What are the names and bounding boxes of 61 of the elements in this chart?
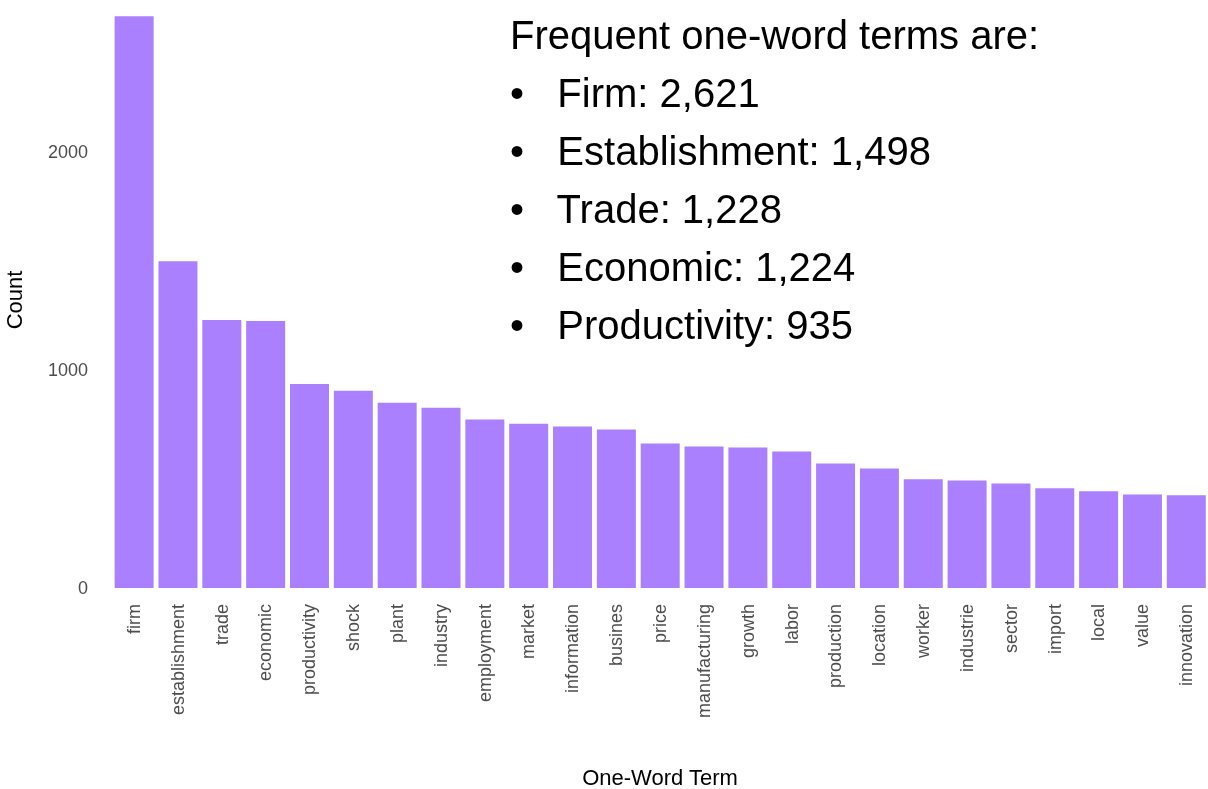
annotation: • Trade: 1,228 [510,186,783,233]
x-tick-label: trade [211,604,232,646]
bar [640,443,680,588]
bar [202,320,242,588]
bar [289,384,329,588]
x-tick-label: sector [1000,604,1021,654]
x-tick-label: price [650,604,670,644]
bar [596,429,636,588]
bar [377,402,417,588]
annotation: • Establishment: 1,498 [510,128,932,175]
bar [684,446,724,588]
x-tick-label: local [1088,604,1109,642]
bar [1079,491,1119,588]
bar [728,447,768,588]
x-axis-title: One-Word Term [582,765,738,789]
annotation: • Firm: 2,621 [510,70,761,117]
y-tick-label: 1000 [47,360,88,381]
bar [114,16,154,588]
x-tick-label: growth [737,604,758,659]
x-tick-label: manufacturing [693,604,714,719]
bar [947,480,987,588]
y-tick-label: 0 [77,578,88,599]
x-tick-label: industry [430,604,451,668]
bar [1166,495,1206,588]
bar [1035,488,1075,588]
annotation: • Economic: 1,224 [510,244,857,291]
x-tick-label: production [825,604,846,689]
bar [772,451,812,588]
x-tick-label: labor [781,604,802,645]
bar [991,483,1031,588]
bar [903,479,943,588]
x-tick-label: employment [474,604,495,703]
x-tick-label: shock [343,603,364,652]
x-tick-label: industrie [956,604,977,673]
x-tick-label: market [518,604,539,660]
bar [465,419,505,588]
bar [816,463,856,588]
x-tick-label: busines [606,604,627,667]
x-tick-label: innovation [1176,604,1197,687]
y-axis-title: Count [1,270,27,330]
annotation: • Productivity: 935 [510,302,855,349]
bar [859,468,899,588]
x-tick-label: location [869,604,890,667]
bar [246,320,286,588]
bar [553,426,593,588]
bar [333,390,373,588]
bar [421,407,461,588]
bar [1122,494,1162,588]
x-tick-label: establishment [167,604,188,716]
bar [158,261,198,588]
y-tick-label: 2000 [47,142,88,163]
annotation: Frequent one-word terms are: [510,12,1040,59]
x-tick-label: worker [913,604,934,660]
x-tick-label: economic [255,604,276,682]
x-tick-label: productivity [299,604,320,696]
x-tick-label: plant [386,604,407,644]
x-tick-label: firm [123,604,144,634]
x-tick-label: information [562,604,583,694]
x-tick-label: value [1132,604,1153,648]
bar [509,423,549,588]
x-tick-label: import [1044,604,1065,655]
